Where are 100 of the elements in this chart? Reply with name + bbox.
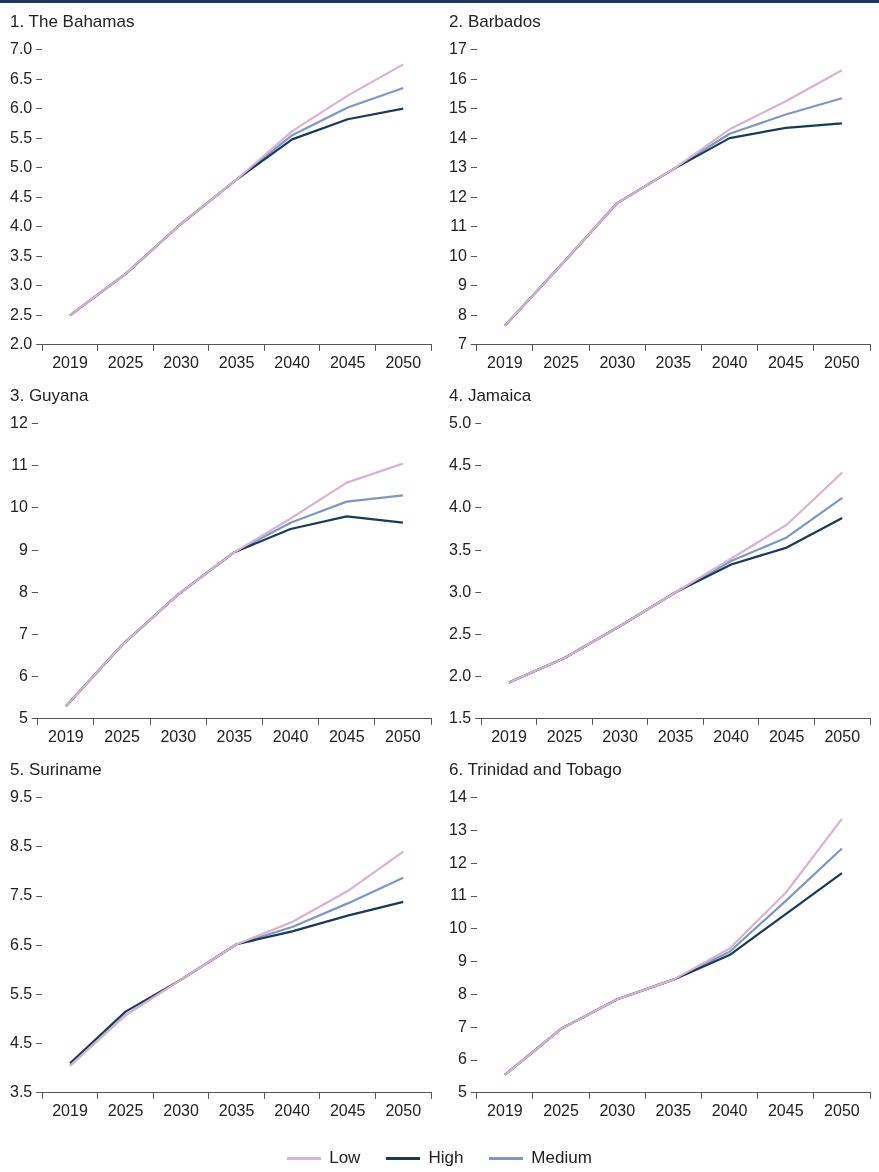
y-tick-label: 7 <box>457 335 467 353</box>
x-tick-label: 2050 <box>824 353 860 371</box>
y-tick-label: 2.0 <box>448 667 472 685</box>
y-tick-label: 5 <box>457 1083 467 1101</box>
y-tick-label: 6.5 <box>9 69 33 87</box>
y-tick-label: 12 <box>449 187 467 205</box>
chart-title: 3. Guyana <box>10 386 89 406</box>
y-tick-label: 6 <box>18 667 28 685</box>
x-tick-label: 2040 <box>711 353 748 371</box>
x-tick-label: 2050 <box>385 1101 422 1119</box>
x-tick-label: 2030 <box>599 1101 636 1119</box>
y-tick-label: 6 <box>457 1050 467 1068</box>
x-tick-label: 2040 <box>274 353 311 371</box>
y-tick-label: 14 <box>449 128 467 146</box>
y-tick-label: 6.0 <box>9 99 33 117</box>
y-tick-label: 11 <box>11 456 28 474</box>
y-tick-label: 5.5 <box>9 984 33 1002</box>
y-tick-label: 7 <box>457 1017 467 1035</box>
y-tick-label: 16 <box>449 69 467 87</box>
x-tick-label: 2035 <box>218 1101 255 1119</box>
y-tick-label: 11 <box>450 886 467 904</box>
chart-title: 1. The Bahamas <box>10 12 135 32</box>
y-tick-label: 9 <box>457 276 467 294</box>
y-tick-label: 9.5 <box>9 788 33 806</box>
y-tick-label: 12 <box>10 414 28 432</box>
chart-title: 2. Barbados <box>449 12 541 32</box>
x-tick-label: 2025 <box>543 1101 579 1119</box>
y-tick-label: 13 <box>449 820 467 838</box>
y-tick-label: 10 <box>10 498 28 516</box>
x-tick-label: 2045 <box>329 353 366 371</box>
x-tick-label: 2030 <box>160 727 197 745</box>
y-tick-label: 3.5 <box>448 540 472 558</box>
y-tick-label: 5 <box>18 709 28 727</box>
x-tick-label: 2050 <box>385 353 422 371</box>
x-tick-label: 2045 <box>768 727 805 745</box>
y-tick-label: 17 <box>449 40 467 58</box>
legend-label: Medium <box>531 1148 592 1168</box>
y-tick-label: 3.5 <box>9 246 33 264</box>
x-tick-label: 2025 <box>546 727 583 745</box>
x-tick-label: 2050 <box>824 1101 860 1119</box>
y-tick-label: 8 <box>457 305 467 323</box>
x-tick-label: 2025 <box>104 727 140 745</box>
x-tick-label: 2035 <box>216 727 253 745</box>
x-tick-label: 2045 <box>767 353 804 371</box>
y-tick-label: 7 <box>18 624 28 642</box>
x-tick-label: 2030 <box>599 353 636 371</box>
x-tick-label: 2050 <box>824 727 861 745</box>
y-tick-label: 8 <box>18 582 28 600</box>
y-tick-label: 13 <box>449 158 467 176</box>
y-tick-label: 2.5 <box>448 624 472 642</box>
x-tick-label: 2040 <box>274 1101 311 1119</box>
x-tick-label: 2030 <box>163 353 199 371</box>
y-tick-label: 11 <box>450 217 467 235</box>
x-tick-label: 2035 <box>657 727 694 745</box>
x-tick-label: 2045 <box>329 1101 366 1119</box>
chart-title: 4. Jamaica <box>449 386 532 406</box>
y-tick-label: 4.0 <box>9 217 33 235</box>
x-tick-label: 2045 <box>328 727 365 745</box>
x-tick-label: 2025 <box>107 1101 144 1119</box>
x-tick-label: 2025 <box>543 353 579 371</box>
y-tick-label: 7.5 <box>9 886 33 904</box>
x-tick-label: 2035 <box>218 353 255 371</box>
x-tick-label: 2025 <box>107 353 144 371</box>
y-tick-label: 8 <box>457 984 467 1002</box>
y-tick-label: 5.0 <box>448 414 472 432</box>
y-tick-label: 3.0 <box>448 582 472 600</box>
x-tick-label: 2040 <box>272 727 309 745</box>
x-tick-label: 2035 <box>655 1101 692 1119</box>
x-tick-label: 2019 <box>52 1101 88 1119</box>
y-tick-label: 9 <box>457 952 467 970</box>
y-tick-label: 9 <box>18 540 28 558</box>
legend-label: Low <box>329 1148 361 1168</box>
y-tick-label: 4.5 <box>9 1034 33 1052</box>
y-tick-label: 5.5 <box>9 128 33 146</box>
y-tick-label: 15 <box>449 99 467 117</box>
x-tick-label: 2040 <box>713 727 750 745</box>
x-tick-label: 2019 <box>52 353 88 371</box>
y-tick-label: 2.0 <box>9 335 33 353</box>
y-tick-label: 8.5 <box>9 837 33 855</box>
y-tick-label: 10 <box>449 246 467 264</box>
y-tick-label: 12 <box>449 853 467 871</box>
x-tick-label: 2035 <box>655 353 692 371</box>
y-tick-label: 3.5 <box>9 1083 33 1101</box>
x-tick-label: 2050 <box>385 727 421 745</box>
x-tick-label: 2030 <box>163 1101 199 1119</box>
x-tick-label: 2040 <box>711 1101 748 1119</box>
legend-label: High <box>428 1148 464 1168</box>
y-tick-label: 4.0 <box>448 498 472 516</box>
y-tick-label: 10 <box>449 919 467 937</box>
y-tick-label: 5.0 <box>9 158 33 176</box>
y-tick-label: 7.0 <box>9 40 33 58</box>
x-tick-label: 2030 <box>602 727 638 745</box>
x-tick-label: 2019 <box>487 353 523 371</box>
y-tick-label: 4.5 <box>9 187 33 205</box>
chart-title: 6. Trinidad and Tobago <box>449 760 622 780</box>
x-tick-label: 2019 <box>487 1101 523 1119</box>
y-tick-label: 4.5 <box>448 456 472 474</box>
y-tick-label: 3.0 <box>9 276 33 294</box>
y-tick-label: 1.5 <box>448 709 472 727</box>
y-tick-label: 2.5 <box>9 305 33 323</box>
